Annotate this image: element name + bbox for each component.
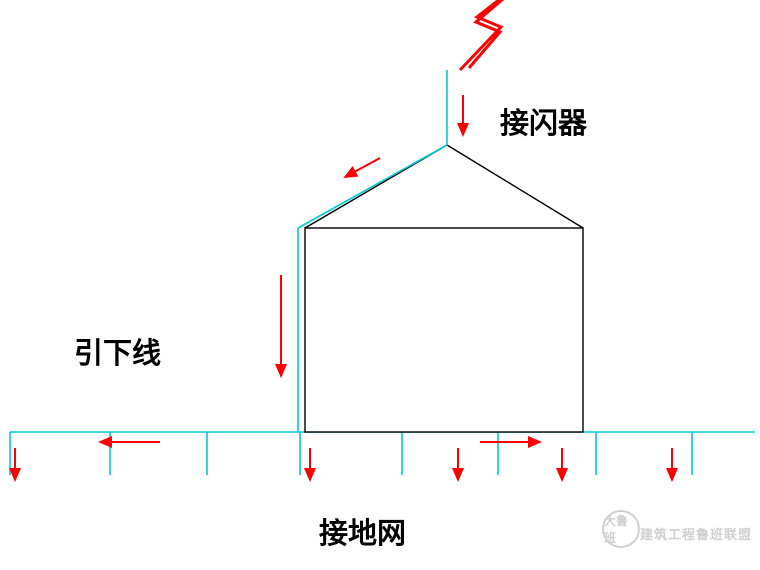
label-down-conductor: 引下线	[74, 330, 161, 372]
watermark-logo: 大鲁班	[602, 510, 640, 548]
flow-arrow-roof	[345, 158, 380, 177]
down-conductor-diag	[298, 145, 447, 228]
label-ground-grid: 接地网	[319, 510, 406, 552]
label-air-terminal: 接闪器	[500, 100, 587, 142]
house-body	[305, 228, 583, 432]
lightning-icon	[460, 0, 537, 70]
house-roof-right	[447, 145, 583, 228]
watermark-text: 建筑工程鲁班联盟	[640, 524, 752, 543]
lightning-protection-diagram	[0, 0, 760, 570]
watermark-logo-text: 大鲁班	[604, 512, 638, 546]
